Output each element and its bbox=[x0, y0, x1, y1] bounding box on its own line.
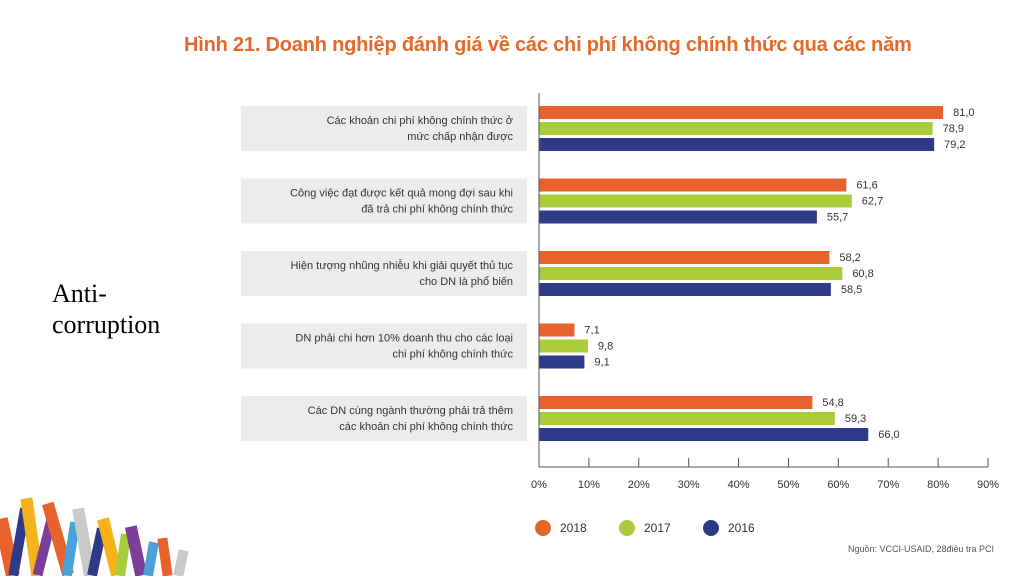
category-label: Các khoản chi phí không chính thức ở bbox=[327, 115, 513, 127]
category-label-background bbox=[241, 106, 527, 151]
bar-2017 bbox=[539, 412, 835, 425]
category-label: Hiện tượng nhũng nhiễu khi giải quyết th… bbox=[290, 259, 513, 272]
bar-2018 bbox=[539, 251, 830, 264]
legend-label-2017: 2017 bbox=[644, 521, 671, 535]
legend-item-2016: 2016 bbox=[703, 520, 755, 536]
data-label-2016: 55,7 bbox=[827, 212, 848, 224]
x-tick-label: 50% bbox=[777, 479, 799, 491]
x-tick-label: 10% bbox=[578, 479, 600, 491]
legend-swatch-2016 bbox=[703, 520, 719, 536]
x-tick-label: 70% bbox=[877, 479, 899, 491]
category-label: chi phí không chính thức bbox=[393, 349, 514, 361]
legend-swatch-2018 bbox=[535, 520, 551, 536]
data-label-2016: 79,2 bbox=[944, 139, 965, 151]
bar-2018 bbox=[539, 323, 575, 337]
category-label-background bbox=[241, 323, 527, 369]
bar-2016 bbox=[539, 210, 817, 224]
data-label-2016: 66,0 bbox=[878, 429, 899, 441]
bar-2017 bbox=[539, 267, 843, 280]
x-tick-label: 40% bbox=[728, 479, 750, 491]
legend-label-2016: 2016 bbox=[728, 521, 755, 535]
bar-chart: Các khoản chi phí không chính thức ở mức … bbox=[241, 93, 999, 491]
data-label-2017: 9,8 bbox=[598, 341, 613, 353]
chart-legend: 2018 2017 2016 bbox=[0, 520, 1024, 540]
data-label-2018: 58,2 bbox=[839, 252, 860, 264]
data-label-2017: 60,8 bbox=[852, 268, 873, 280]
data-label-2016: 9,1 bbox=[594, 357, 609, 369]
category-label: các khoản chi phí không chính thức bbox=[339, 421, 513, 433]
category-label: mức chấp nhận được bbox=[407, 131, 513, 143]
data-label-2016: 58,5 bbox=[841, 284, 862, 296]
data-label-2018: 7,1 bbox=[584, 325, 599, 337]
bar-2016 bbox=[539, 138, 935, 151]
bar-2017 bbox=[539, 194, 852, 208]
x-tick-label: 90% bbox=[977, 479, 999, 491]
decorative-mosaic bbox=[0, 497, 189, 576]
category-label: Công việc đạt được kết quả mong đợi sau … bbox=[290, 188, 513, 200]
bar-2018 bbox=[539, 396, 813, 409]
bar-2018 bbox=[539, 178, 847, 192]
x-tick-label: 0% bbox=[531, 479, 547, 491]
slide-side-label: Anti-corruption bbox=[52, 279, 161, 339]
x-tick-label: 20% bbox=[628, 479, 650, 491]
chart-title: Hình 21. Doanh nghiệp đánh giá về các ch… bbox=[184, 34, 912, 56]
bar-2017 bbox=[539, 339, 588, 353]
category-label: Các DN cùng ngành thường phải trả thêm bbox=[308, 405, 513, 417]
x-tick-label: 60% bbox=[827, 479, 849, 491]
data-label-2018: 81,0 bbox=[953, 107, 974, 119]
data-label-2018: 61,6 bbox=[856, 180, 877, 192]
legend-item-2017: 2017 bbox=[619, 520, 671, 536]
bar-2017 bbox=[539, 122, 933, 135]
data-label-2017: 78,9 bbox=[943, 123, 964, 135]
category-label-background bbox=[241, 396, 527, 441]
data-label-2017: 59,3 bbox=[845, 413, 866, 425]
category-label: đã trả chi phí không chính thức bbox=[361, 204, 513, 216]
category-label-background bbox=[241, 178, 527, 224]
bar-2016 bbox=[539, 428, 869, 441]
legend-item-2018: 2018 bbox=[535, 520, 587, 536]
bar-2016 bbox=[539, 283, 831, 296]
category-label-background bbox=[241, 251, 527, 296]
bar-2016 bbox=[539, 355, 585, 369]
x-tick-label: 30% bbox=[678, 479, 700, 491]
category-label: cho DN là phổ biến bbox=[419, 276, 513, 288]
legend-label-2018: 2018 bbox=[560, 521, 587, 535]
legend-swatch-2017 bbox=[619, 520, 635, 536]
source-note: Nguồn: VCCI-USAID, 28điều tra PCI bbox=[848, 544, 995, 554]
data-label-2017: 62,7 bbox=[862, 196, 883, 208]
bar-2018 bbox=[539, 106, 944, 119]
data-label-2018: 54,8 bbox=[822, 397, 843, 409]
category-label: DN phải chi hơn 10% doanh thu cho các lo… bbox=[295, 333, 513, 345]
x-tick-label: 80% bbox=[927, 479, 949, 491]
